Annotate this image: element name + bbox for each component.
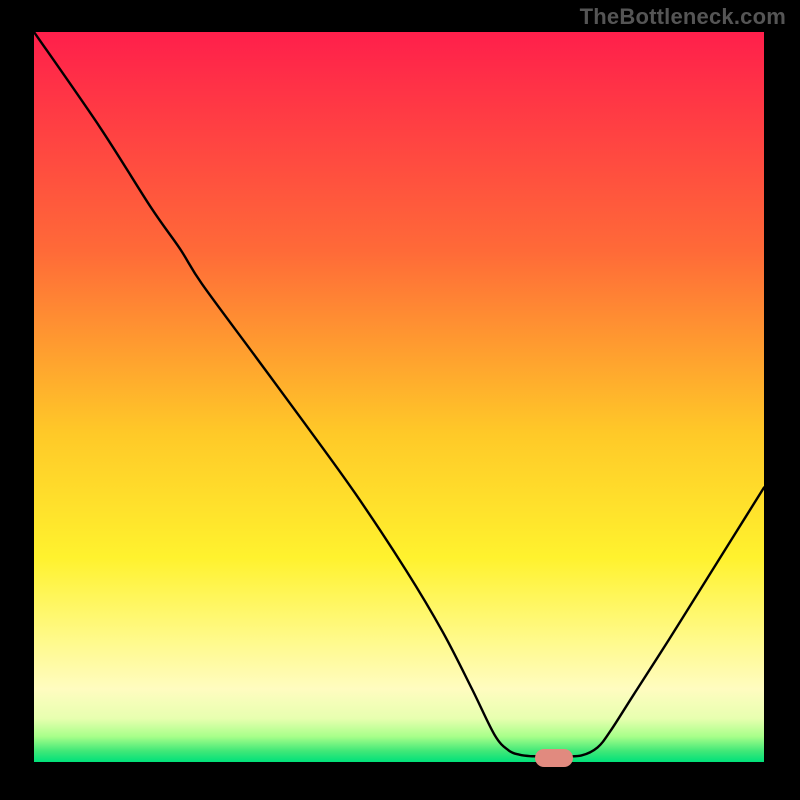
plot-svg bbox=[34, 32, 764, 762]
plot-area bbox=[34, 32, 764, 762]
highlight-marker bbox=[535, 749, 573, 767]
watermark-text: TheBottleneck.com bbox=[580, 4, 786, 30]
chart-canvas: TheBottleneck.com bbox=[0, 0, 800, 800]
